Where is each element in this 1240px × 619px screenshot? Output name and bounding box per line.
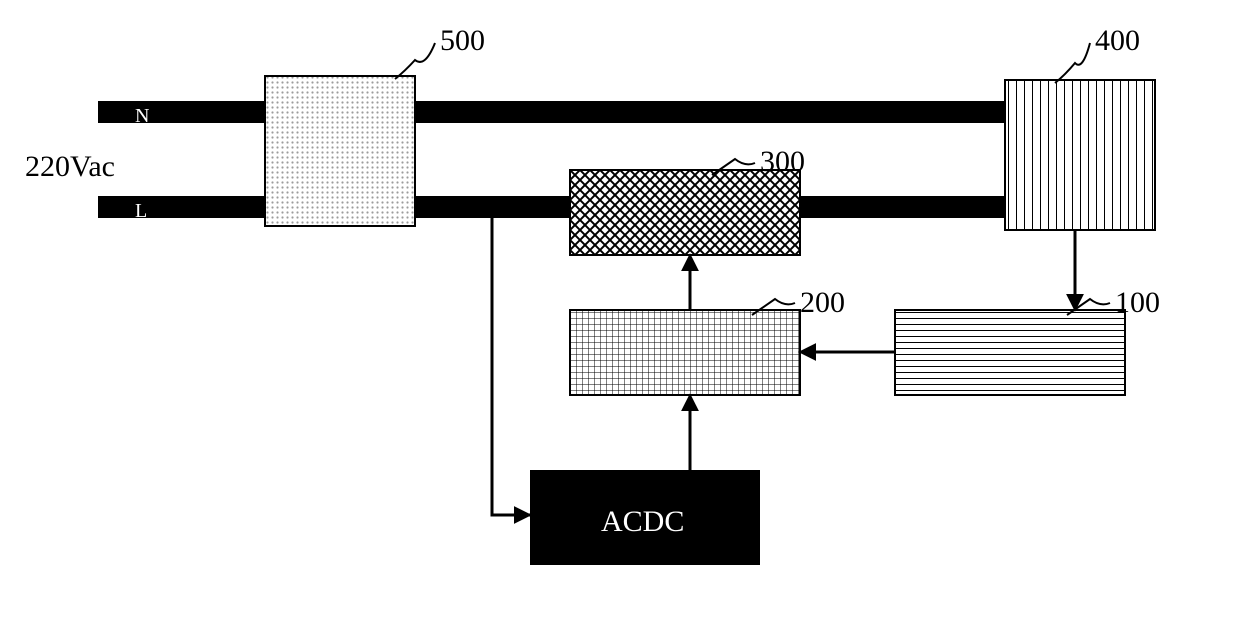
ref-100-label: 100 bbox=[1115, 286, 1160, 320]
block-b100 bbox=[895, 310, 1125, 395]
input-voltage-label: 220Vac bbox=[25, 150, 115, 184]
block-b500 bbox=[265, 76, 415, 226]
c400 bbox=[1055, 43, 1090, 83]
l-line-label: L bbox=[135, 200, 147, 223]
c500 bbox=[395, 43, 435, 79]
block-b400 bbox=[1005, 80, 1155, 230]
ref-200-label: 200 bbox=[800, 286, 845, 320]
block-b200 bbox=[570, 310, 800, 395]
ref-500-label: 500 bbox=[440, 24, 485, 58]
block-b300 bbox=[570, 170, 800, 255]
power-lines bbox=[98, 101, 1005, 218]
live-to-acdc-elbow bbox=[492, 207, 530, 515]
ref-400-label: 400 bbox=[1095, 24, 1140, 58]
neutral-line bbox=[98, 101, 1005, 123]
live-line bbox=[98, 196, 1005, 218]
block-group bbox=[265, 76, 1155, 565]
n-line-label: N bbox=[135, 105, 149, 128]
ref-300-label: 300 bbox=[760, 145, 805, 179]
acdc-label: ACDC bbox=[601, 505, 684, 539]
